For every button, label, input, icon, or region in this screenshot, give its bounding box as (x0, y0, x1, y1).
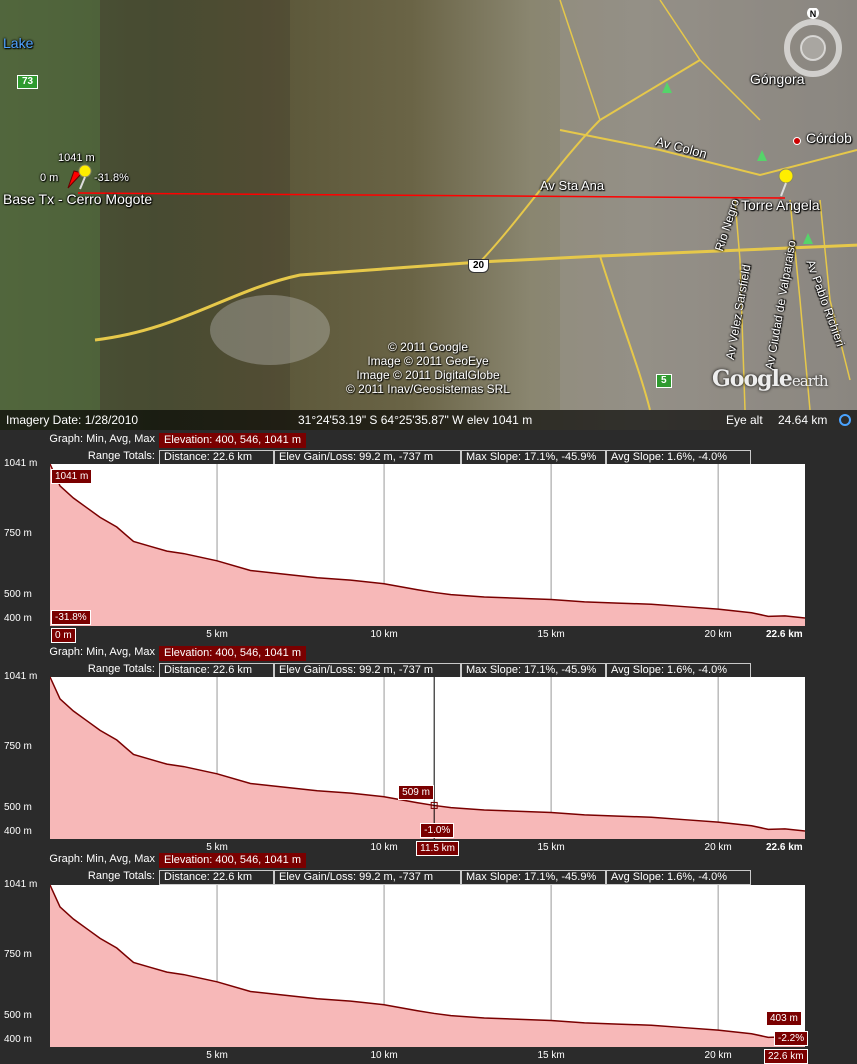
profile-plot-area[interactable] (50, 885, 805, 1047)
x-tick-label: 20 km (704, 629, 732, 640)
elevation-profile-3: Graph: Min, Avg, Max Elevation: 400, 546,… (0, 853, 857, 1064)
park-icon (803, 233, 813, 244)
map-label-cordoba: Córdob (806, 130, 852, 146)
y-tick-label: 1041 m (4, 458, 38, 469)
cursor-elevation-tag: 509 m (398, 785, 434, 801)
profile-chart (50, 464, 805, 626)
map-label-torre-angela: Torre Angela (741, 197, 820, 213)
map-label-gongora: Góngora (750, 71, 805, 87)
x-tick-label: 20 km (704, 842, 732, 853)
x-tick-label: 20 km (704, 1050, 732, 1061)
route-line (77, 192, 786, 199)
elevation-line (50, 677, 805, 832)
elevation-line (50, 885, 805, 1040)
y-tick-label: 750 m (4, 741, 32, 753)
eye-alt-label: Eye alt (726, 413, 763, 427)
elevation-area (50, 464, 805, 626)
imagery-date: Imagery Date: 1/28/2010 (6, 413, 139, 427)
elevation-profile-1: Graph: Min, Avg, Max Elevation: 400, 546,… (0, 430, 857, 643)
placemark-base-tx-icon[interactable] (66, 163, 96, 193)
x-tick-label: 15 km (537, 629, 565, 640)
x-tick-label: 5 km (206, 1050, 228, 1061)
cursor-marker (430, 801, 438, 809)
status-bar: Imagery Date: 1/28/2010 31°24'53.19" S 6… (0, 410, 857, 430)
y-tick-label: 400 m (4, 825, 32, 837)
x-end-label: 22.6 km (766, 842, 803, 853)
map-label-lake: Lake (3, 35, 34, 51)
cursor-distance-tag: 0 m (51, 628, 76, 643)
range-totals-row: Range Totals: Distance: 22.6 km Elev Gain/… (0, 870, 751, 885)
y-tick-label: 400 m (4, 1033, 32, 1045)
x-tick-label: 5 km (206, 629, 228, 640)
x-tick-label: 15 km (537, 1050, 565, 1061)
cursor-slope-tag: -2.2% (774, 1031, 809, 1046)
start-elevation-label: 1041 m (58, 152, 95, 164)
x-tick-label: 15 km (537, 842, 565, 853)
profile-chart (50, 677, 805, 839)
eye-alt-value: 24.64 km (778, 413, 828, 427)
map-label-base-tx: Base Tx - Cerro Mogote (3, 191, 153, 207)
x-tick-label: 5 km (206, 842, 228, 853)
park-icon (662, 82, 672, 93)
x-tick-label: 10 km (370, 1050, 398, 1061)
y-tick-label: 500 m (4, 801, 32, 813)
graph-stats-row: Graph: Min, Avg, Max Elevation: 400, 546,… (0, 853, 306, 868)
map-roads (0, 0, 857, 411)
city-marker-icon (793, 137, 801, 145)
range-totals-row: Range Totals: Distance: 22.6 km Elev Gain/… (0, 450, 751, 465)
cursor-elevation-tag: 403 m (766, 1011, 802, 1027)
elevation-profile-2: Graph: Min, Avg, Max Elevation: 400, 546,… (0, 643, 857, 856)
google-earth-logo: Googleearth (712, 366, 829, 392)
x-tick-label: 10 km (370, 842, 398, 853)
elevation-area (50, 885, 805, 1047)
loading-indicator-icon (839, 414, 851, 426)
profile-plot-area[interactable] (50, 677, 805, 839)
y-tick-label: 750 m (4, 528, 32, 540)
elevation-stats: Elevation: 400, 546, 1041 m (159, 853, 306, 868)
route-20-shield: 20 (468, 259, 490, 273)
elevation-line (50, 464, 805, 619)
y-tick-label: 500 m (4, 588, 32, 600)
cursor-coordinates: 31°24'53.19" S 64°25'35.87" W elev 1041 … (298, 413, 533, 427)
park-icon (757, 150, 767, 161)
map-view[interactable]: Lake 73 20 5 Góngora Córdob Av Colon Av … (0, 0, 857, 430)
cursor-slope-tag: -1.0% (420, 823, 455, 838)
elevation-area (50, 677, 805, 839)
x-end-label: 22.6 km (766, 629, 803, 640)
graph-stats-row: Graph: Min, Avg, Max Elevation: 400, 546,… (0, 433, 306, 448)
y-tick-label: 1041 m (4, 671, 38, 682)
cursor-slope-tag: -31.8% (51, 610, 91, 625)
profile-chart (50, 885, 805, 1047)
start-slope-label: -31.8% (94, 172, 129, 184)
compass-control-icon[interactable]: N (778, 8, 848, 78)
y-tick-label: 500 m (4, 1009, 32, 1021)
cursor-distance-tag: 22.6 km (764, 1049, 808, 1064)
route-73-shield: 73 (17, 75, 39, 89)
y-tick-label: 1041 m (4, 879, 38, 890)
cursor-distance-tag: 11.5 km (416, 841, 460, 856)
elevation-stats: Elevation: 400, 546, 1041 m (159, 646, 306, 661)
graph-stats-row: Graph: Min, Avg, Max Elevation: 400, 546,… (0, 646, 306, 661)
cursor-elevation-tag: 1041 m (51, 469, 93, 484)
map-copyright: © 2011 Google Image © 2011 GeoEye Image … (345, 340, 511, 396)
y-tick-label: 400 m (4, 612, 32, 624)
compass-north-label: N (810, 9, 817, 19)
x-tick-label: 10 km (370, 629, 398, 640)
elevation-stats: Elevation: 400, 546, 1041 m (159, 433, 306, 448)
map-label-av-sta-ana: Av Sta Ana (540, 178, 605, 193)
start-distance-label: 0 m (40, 172, 59, 184)
placemark-torre-angela-icon[interactable] (772, 168, 802, 198)
range-totals-row: Range Totals: Distance: 22.6 km Elev Gain/… (0, 663, 751, 678)
route-5-shield: 5 (656, 374, 672, 388)
y-tick-label: 750 m (4, 949, 32, 961)
profile-plot-area[interactable] (50, 464, 805, 626)
